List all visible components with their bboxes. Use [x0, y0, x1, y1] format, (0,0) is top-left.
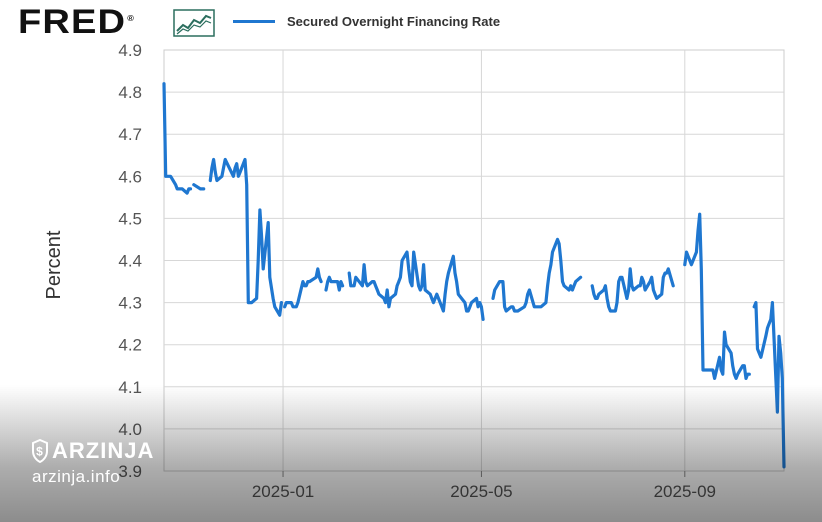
y-gridlines [164, 91, 784, 430]
series-line-segment [162, 82, 193, 195]
chart-header: FRED® Secured Overnight Financing Rate [0, 0, 822, 44]
y-tick-label: 4.1 [118, 378, 142, 397]
y-tick-label: 4.3 [118, 294, 142, 313]
y-tick-label: 4.0 [118, 420, 142, 439]
fred-logo-text: FRED [18, 3, 127, 41]
y-tick-label: 4.4 [118, 252, 142, 271]
fred-logo[interactable]: FRED® [18, 3, 135, 42]
watermark-url: arzinja.info [32, 467, 121, 486]
x-tick-label: 2025-09 [654, 482, 716, 501]
series-line-segment [590, 267, 675, 313]
svg-text:$: $ [36, 445, 44, 459]
y-axis-title: Percent [43, 230, 65, 299]
y-tick-label: 4.5 [118, 209, 142, 228]
series-line-segment [683, 212, 751, 380]
series-line-segment [283, 267, 323, 309]
legend-swatch [233, 19, 275, 23]
watermark-brand-text: ARZINJA [52, 438, 155, 463]
y-tick-labels: 3.9 4.0 4.1 4.2 4.3 4.4 4.5 4.6 4.7 4.8 4.9 [118, 41, 142, 481]
series-line-segment [491, 237, 583, 313]
chart-legend: Secured Overnight Financing Rate [233, 11, 500, 31]
series-line-segment [347, 250, 485, 321]
y-tick-label: 4.6 [118, 167, 142, 186]
watermark[interactable]: $ ARZINJA arzinja.info [32, 438, 154, 487]
y-tick-label: 4.7 [118, 125, 142, 144]
series-line-segment [324, 275, 345, 292]
y-tick-label: 3.9 [118, 462, 142, 481]
x-tick-labels: 2025-01 2025-05 2025-09 [252, 482, 716, 501]
y-tick-label: 4.9 [118, 41, 142, 60]
series-line-segment [208, 157, 283, 317]
watermark-brand: $ ARZINJA [32, 438, 154, 464]
series-line-segment [752, 301, 786, 469]
series-sofr [162, 82, 786, 469]
x-tick-label: 2025-01 [252, 482, 314, 501]
dollar-shield-icon: $ [32, 439, 48, 463]
line-graph-icon [173, 9, 215, 37]
x-tick-label: 2025-05 [450, 482, 512, 501]
registered-mark: ® [127, 13, 136, 23]
y-tick-label: 4.2 [118, 336, 142, 355]
y-tick-label: 4.8 [118, 83, 142, 102]
legend-label: Secured Overnight Financing Rate [287, 13, 501, 29]
series-line-segment [192, 183, 206, 191]
